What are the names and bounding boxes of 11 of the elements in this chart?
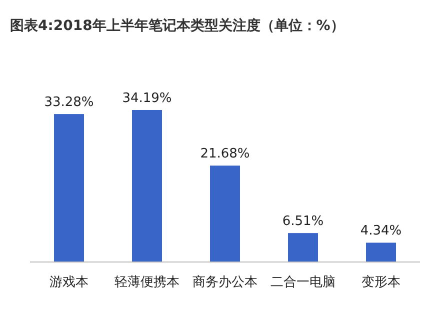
data-label: 21.68%: [200, 146, 250, 162]
data-label: 4.34%: [360, 224, 402, 239]
x-tick-label: 商务办公本: [192, 275, 258, 290]
x-tick-label: 二合一电脑: [270, 275, 336, 290]
chart-title: 图表4:2018年上半年笔记本类型关注度（单位：%）: [10, 17, 344, 34]
data-label: 6.51%: [282, 214, 324, 230]
x-tick-label: 变形本: [362, 275, 400, 290]
data-label: 33.28%: [44, 95, 94, 110]
x-tick-label: 轻薄便携本: [114, 275, 180, 290]
x-tick-label: 游戏本: [50, 275, 88, 290]
data-label: 34.19%: [122, 91, 172, 106]
